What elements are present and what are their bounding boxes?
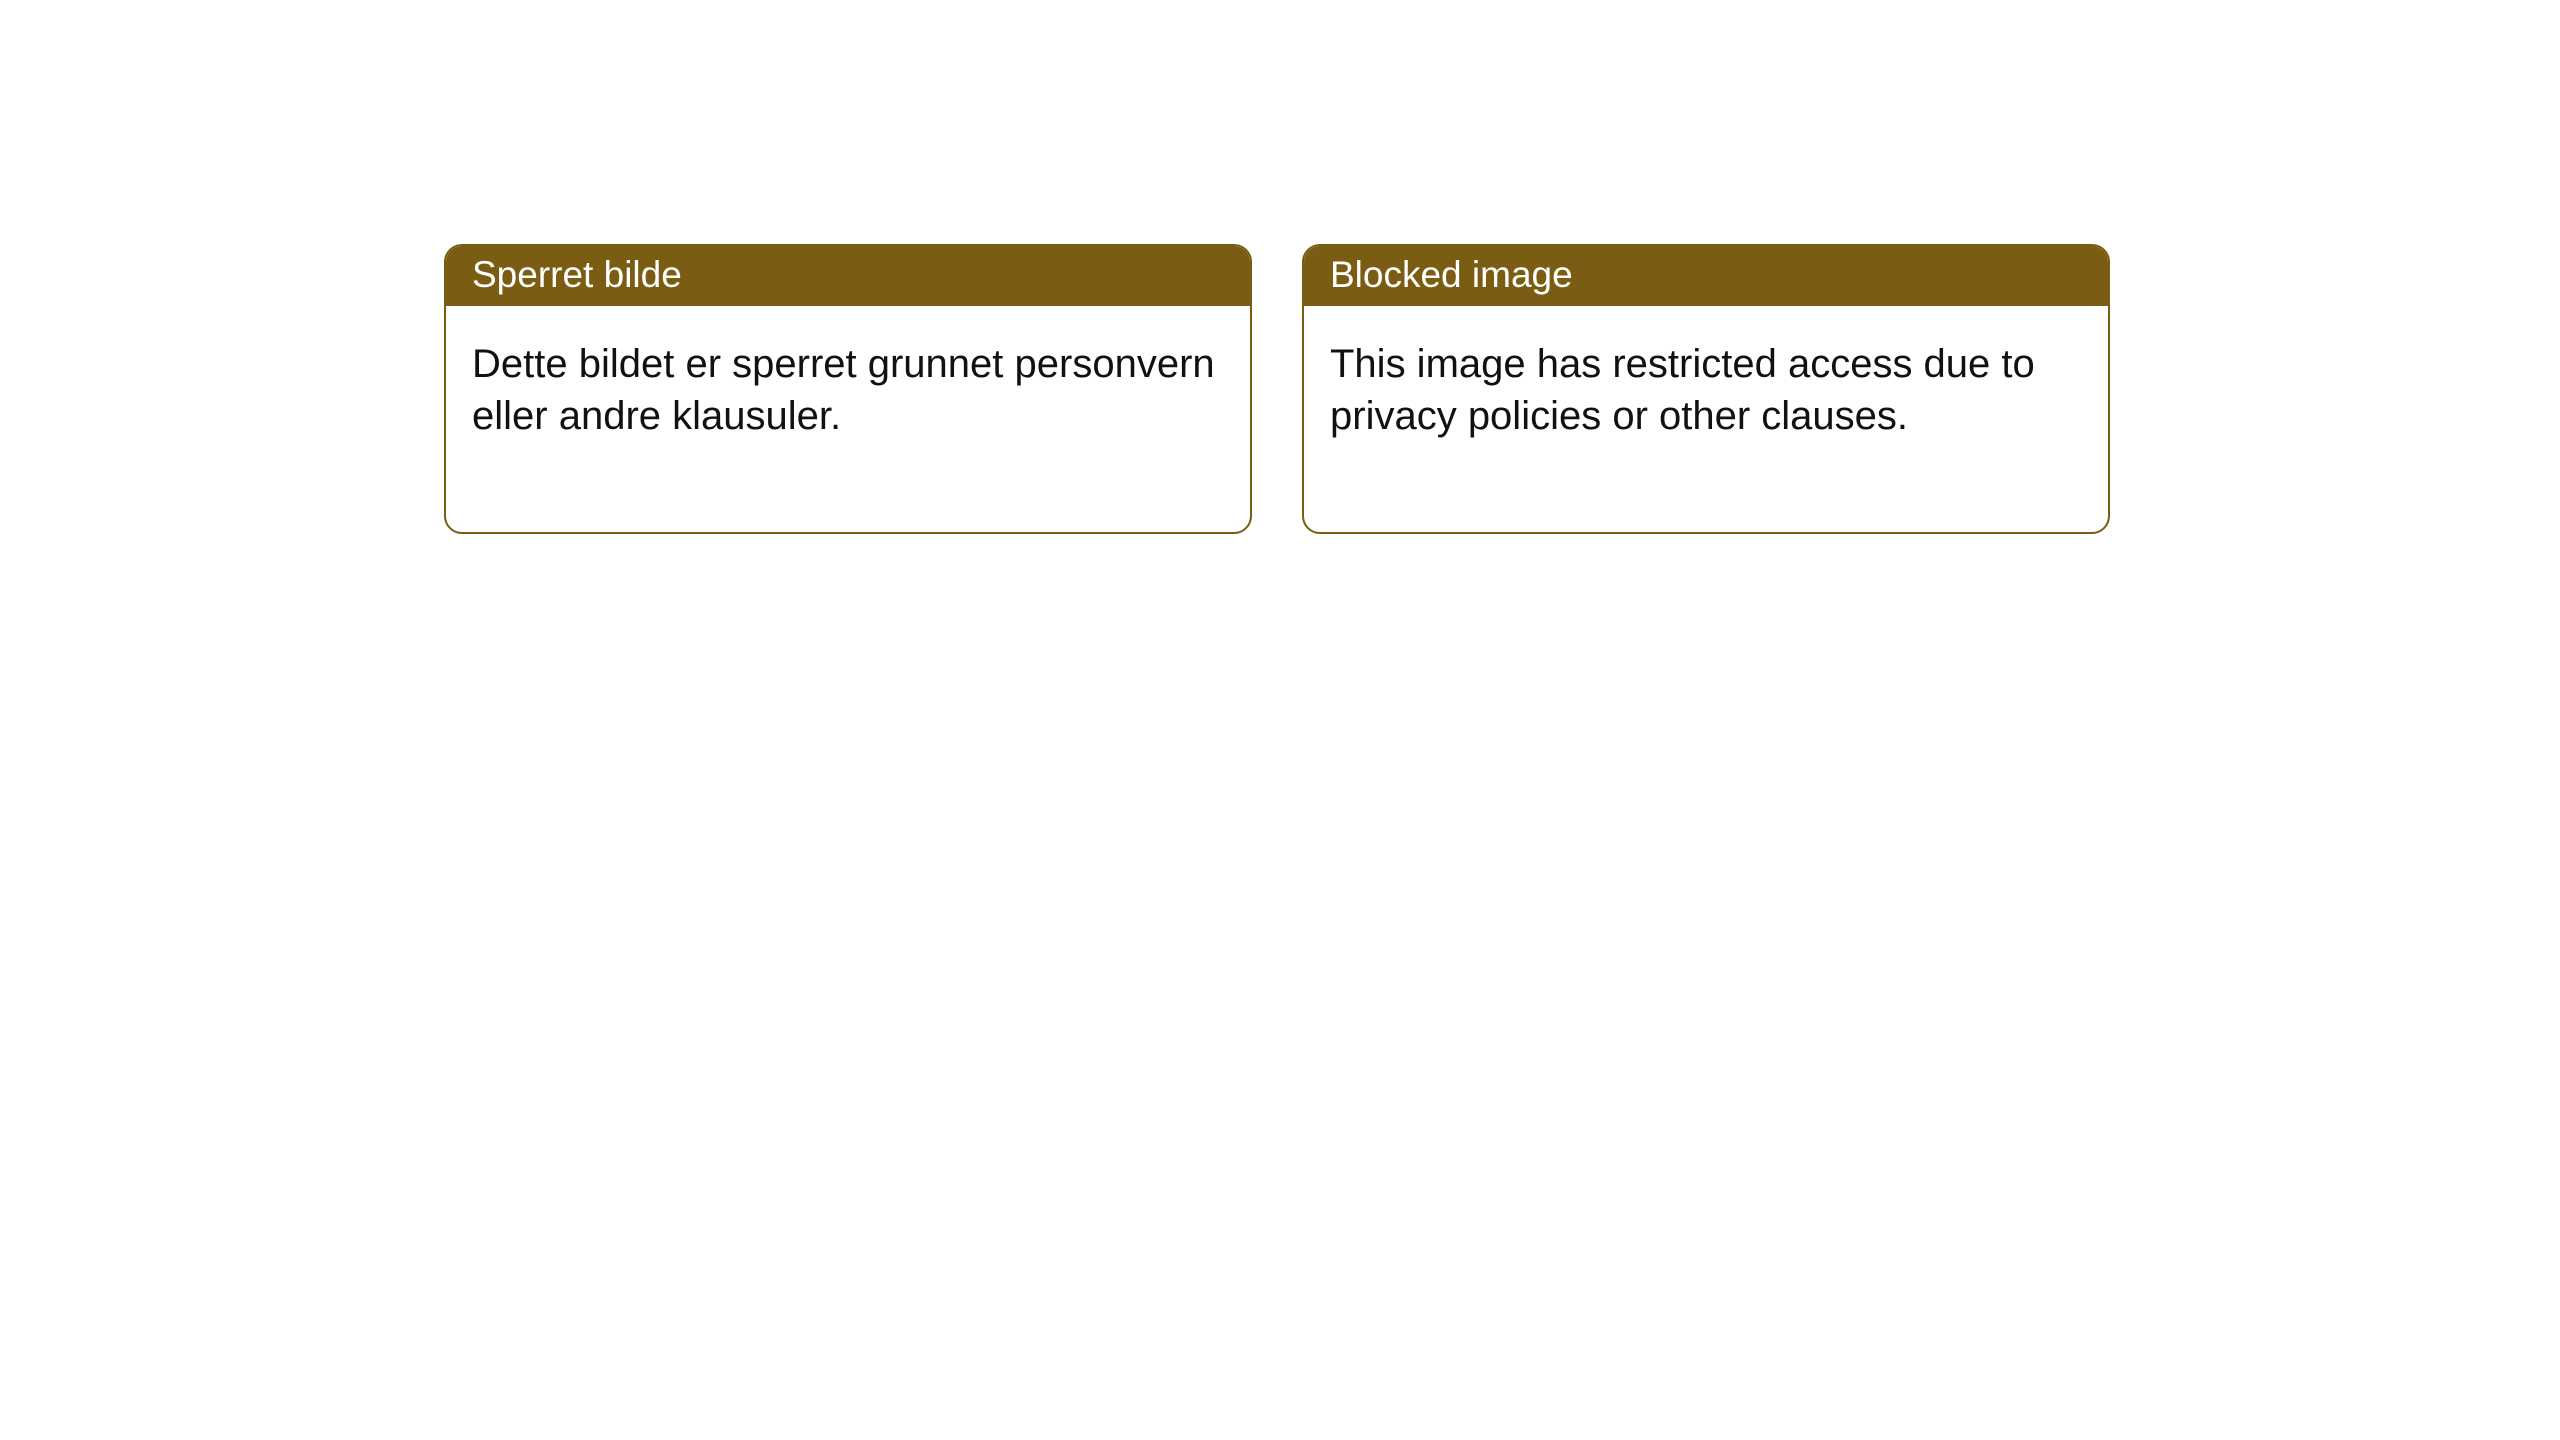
notice-container: Sperret bilde Dette bildet er sperret gr… [0, 0, 2560, 534]
notice-body: Dette bildet er sperret grunnet personve… [446, 306, 1250, 532]
notice-body: This image has restricted access due to … [1304, 306, 2108, 532]
notice-header: Blocked image [1304, 246, 2108, 306]
notice-card-english: Blocked image This image has restricted … [1302, 244, 2110, 534]
notice-card-norwegian: Sperret bilde Dette bildet er sperret gr… [444, 244, 1252, 534]
notice-header: Sperret bilde [446, 246, 1250, 306]
